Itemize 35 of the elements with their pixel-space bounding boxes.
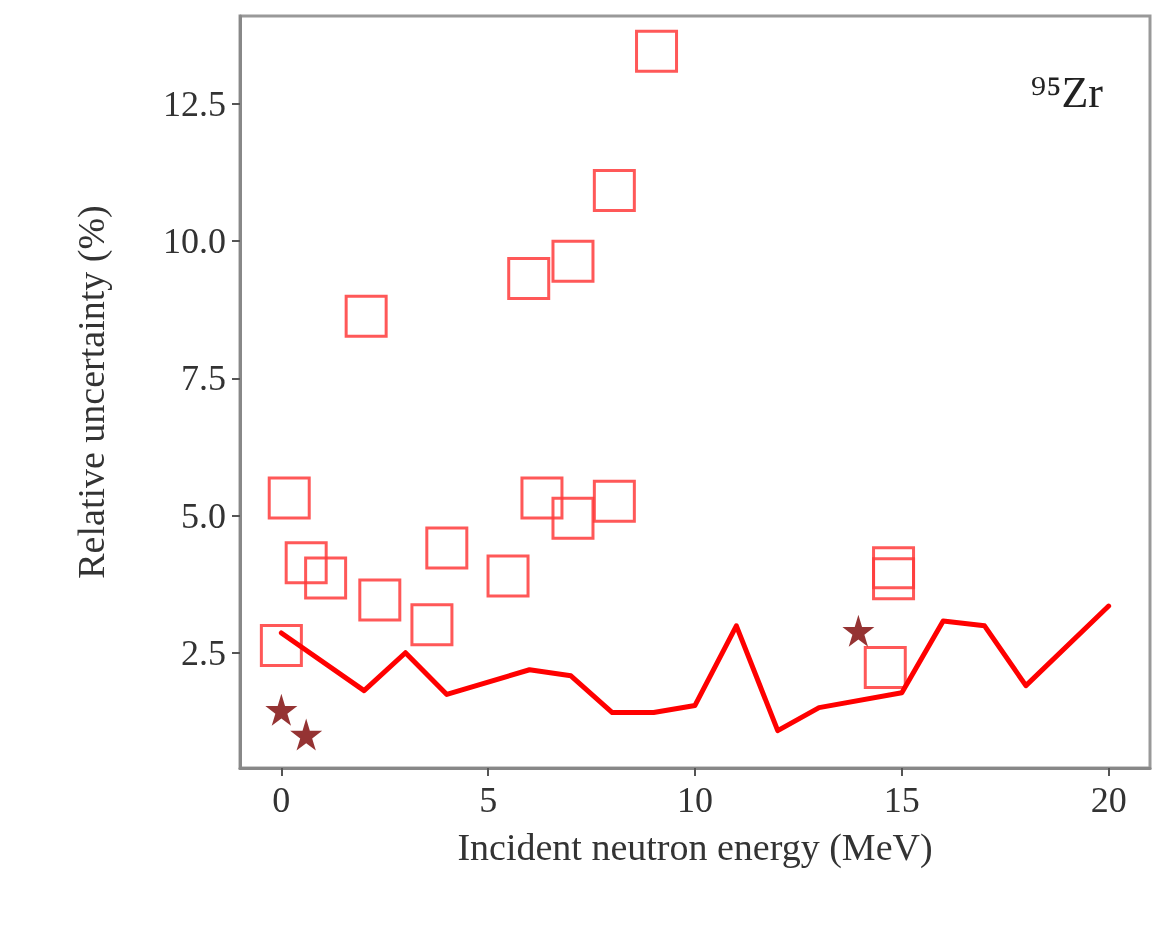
- point: [863, 646, 907, 690]
- point: [265, 693, 298, 726]
- x-tick-label: 0: [272, 780, 291, 820]
- point: [410, 603, 454, 647]
- point: [344, 294, 388, 338]
- x-tick-label: 5: [479, 780, 498, 820]
- y-tick-label: 5.0: [181, 495, 226, 536]
- x-tick-label: 20: [1090, 780, 1127, 820]
- point: [635, 29, 679, 73]
- point: [551, 496, 595, 540]
- point: [425, 526, 469, 570]
- point: [520, 476, 564, 520]
- point: [486, 554, 530, 598]
- point: [551, 239, 595, 283]
- point: [304, 556, 348, 600]
- y-tick-label: 10.0: [163, 221, 226, 262]
- y-tick-label: 12.5: [163, 83, 226, 124]
- y-tick-label: 7.5: [181, 358, 226, 399]
- x-tick-label: 10: [677, 780, 713, 820]
- point: [267, 476, 311, 520]
- annotation: ⁹⁵Zr: [1030, 67, 1104, 117]
- point: [259, 624, 303, 668]
- y-tick-label: 2.5: [181, 632, 226, 673]
- point: [358, 578, 402, 622]
- x-axis-title: Incident neutron energy (MeV): [457, 826, 933, 869]
- point: [872, 557, 916, 601]
- point: [290, 718, 323, 751]
- point: [872, 546, 916, 590]
- point: [284, 541, 328, 585]
- point: [592, 479, 636, 523]
- point: [507, 256, 551, 300]
- x-tick-label: 15: [883, 780, 920, 820]
- point: [592, 169, 636, 213]
- y-axis-title: Relative uncertainty (%): [70, 205, 113, 579]
- point: [842, 614, 875, 647]
